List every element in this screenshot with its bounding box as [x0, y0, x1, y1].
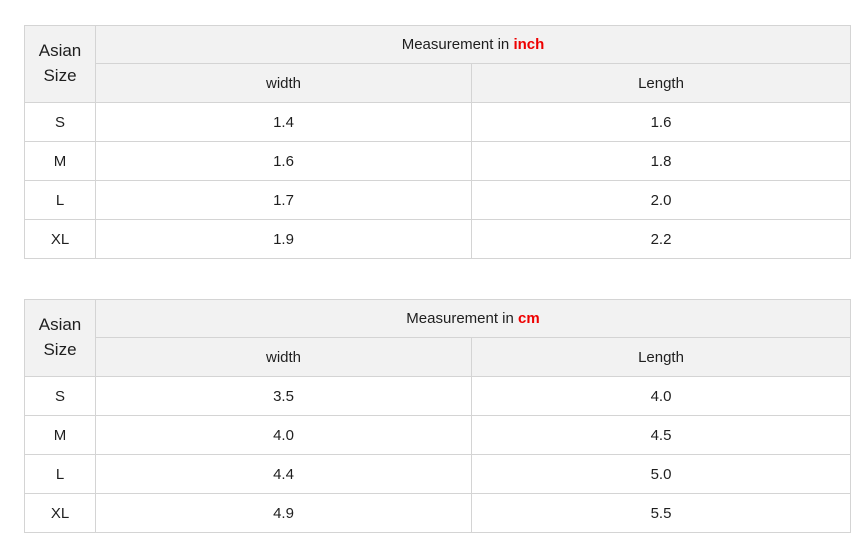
- table-row: M 1.6 1.8: [24, 141, 852, 181]
- width-cell: 4.4: [95, 454, 472, 494]
- measurement-header: Measurement in inch: [94, 25, 852, 64]
- size-cell: XL: [24, 493, 96, 533]
- width-cell: 1.9: [95, 219, 472, 259]
- measurement-unit: inch: [513, 36, 545, 53]
- column-header-row: width Length: [25, 337, 852, 377]
- column-header-width: width: [95, 63, 472, 103]
- length-cell: 1.6: [470, 102, 852, 142]
- table-row: L 1.7 2.0: [24, 180, 852, 220]
- table-row: M 4.0 4.5: [24, 415, 852, 455]
- width-cell: 4.9: [95, 493, 472, 533]
- table-row: XL 1.9 2.2: [24, 219, 852, 259]
- measurement-header-prefix: Measurement in: [406, 310, 514, 327]
- column-header-row: width Length: [25, 63, 852, 103]
- table-row: XL 4.9 5.5: [24, 493, 852, 533]
- measurement-header-prefix: Measurement in: [401, 36, 510, 53]
- width-cell: 4.0: [95, 415, 472, 455]
- size-cell: XL: [24, 219, 96, 259]
- table-row: S 1.4 1.6: [24, 102, 852, 142]
- width-cell: 1.7: [95, 180, 472, 220]
- length-cell: 2.2: [470, 219, 852, 259]
- size-cell: L: [24, 454, 96, 494]
- width-cell: 1.6: [95, 141, 472, 181]
- measurement-header: Measurement in cm: [94, 299, 852, 338]
- table-row: S 3.5 4.0: [24, 376, 852, 416]
- size-cell: M: [24, 141, 96, 181]
- size-table-inch: Asian Size Measurement in inch width Len…: [24, 25, 852, 259]
- size-cell: L: [24, 180, 96, 220]
- size-cell: M: [24, 415, 96, 455]
- column-header-width: width: [95, 337, 472, 377]
- size-cell: S: [24, 376, 96, 416]
- length-cell: 4.0: [470, 376, 852, 416]
- width-cell: 3.5: [95, 376, 472, 416]
- length-cell: 4.5: [470, 415, 852, 455]
- corner-header-asian-size: Asian Size: [24, 299, 96, 377]
- size-table-cm: Asian Size Measurement in cm width Lengt…: [24, 299, 852, 533]
- measurement-header-row: Asian Size Measurement in cm: [24, 299, 852, 377]
- table-row: L 4.4 5.0: [24, 454, 852, 494]
- width-cell: 1.4: [95, 102, 472, 142]
- length-cell: 2.0: [470, 180, 852, 220]
- length-cell: 1.8: [470, 141, 852, 181]
- length-cell: 5.0: [470, 454, 852, 494]
- length-cell: 5.5: [470, 493, 852, 533]
- column-header-length: Length: [470, 337, 852, 377]
- corner-header-asian-size: Asian Size: [24, 25, 96, 103]
- measurement-header-row: Asian Size Measurement in inch: [24, 25, 852, 103]
- measurement-unit: cm: [518, 310, 540, 327]
- column-header-length: Length: [470, 63, 852, 103]
- size-cell: S: [24, 102, 96, 142]
